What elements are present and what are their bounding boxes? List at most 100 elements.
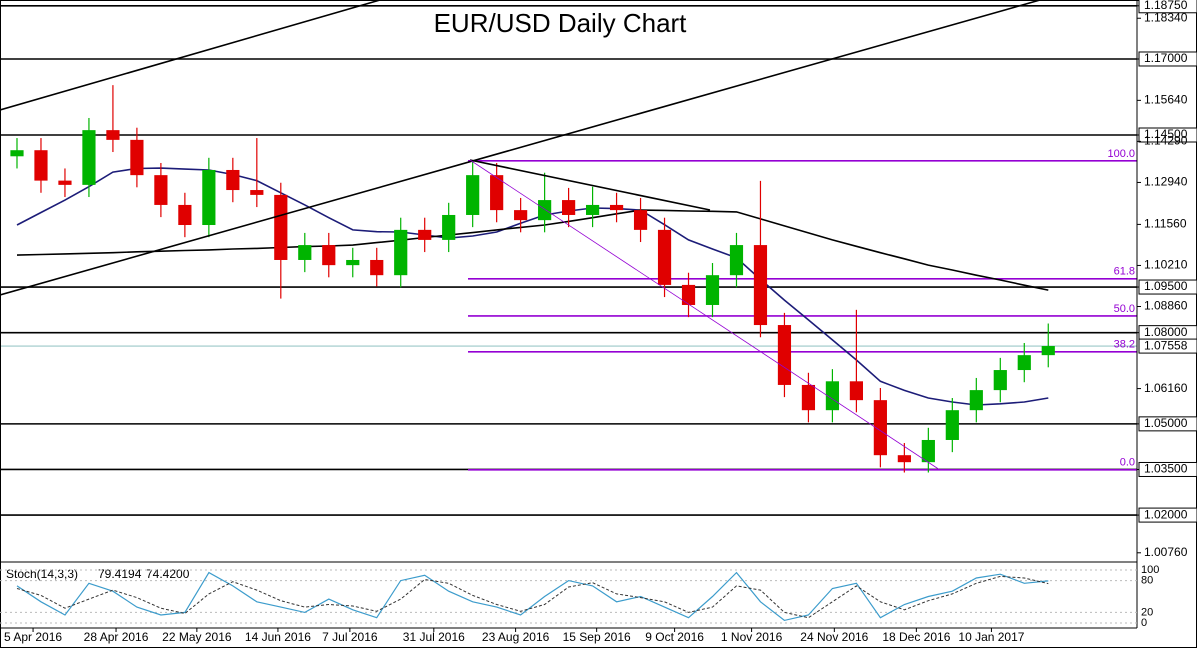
candle-body: [609, 204, 624, 211]
candle-body: [729, 245, 744, 276]
candle-body: [154, 175, 168, 205]
x-tick-label: 28 Apr 2016: [84, 630, 149, 644]
stoch-tick-label: 0: [1141, 617, 1147, 629]
candle-body: [657, 229, 672, 285]
stoch-k-label: 79.4194: [98, 567, 142, 581]
y-tick-label: 1.03500: [1144, 462, 1188, 476]
chart-title: EUR/USD Daily Chart: [434, 8, 688, 38]
candle-body: [681, 284, 696, 305]
stoch-tick-label: 80: [1141, 575, 1153, 587]
candle-body: [753, 245, 768, 326]
candle-body: [538, 200, 552, 221]
stoch-name: Stoch(14,3,3): [6, 567, 78, 581]
candle-body: [562, 200, 576, 215]
last-price-label: 1.07558: [1144, 338, 1188, 352]
x-tick-label: 10 Jan 2017: [958, 630, 1024, 644]
trendline: [469, 159, 711, 211]
candle-body: [1017, 355, 1031, 371]
y-tick-label: 1.14500: [1144, 127, 1188, 141]
fib-label: 38.2: [1114, 339, 1135, 351]
last-price-box: [1138, 338, 1197, 354]
trendline: [0, 0, 1041, 296]
y-tick-label: 1.17000: [1144, 51, 1188, 65]
x-tick-label: 23 Aug 2016: [482, 630, 550, 644]
candle-body: [705, 275, 720, 305]
y-tick-label: 1.18340: [1144, 10, 1188, 24]
moving-average: [16, 209, 1049, 291]
y-tick-label: 1.08860: [1144, 299, 1188, 313]
stoch-d: [16, 575, 1049, 619]
y-tick-label: 1.02000: [1144, 507, 1188, 521]
candle-body: [178, 204, 192, 226]
candle-body: [945, 410, 959, 440]
candle-body: [250, 190, 264, 195]
y-tick-label: 1.18750: [1144, 0, 1188, 12]
x-tick-label: 7 Jul 2016: [322, 630, 378, 644]
stoch-k: [16, 571, 1049, 622]
candle-body: [226, 169, 240, 191]
candle-body: [322, 245, 336, 266]
candle-body: [82, 130, 96, 185]
y-tick-label: 1.08000: [1144, 325, 1188, 339]
candle-body: [442, 214, 456, 240]
level-label-box: [1138, 127, 1197, 143]
candle-body: [370, 259, 384, 276]
x-tick-label: 9 Oct 2016: [645, 630, 704, 644]
moving-average: [16, 167, 1049, 406]
plot: [0, 4, 1137, 516]
candle-body: [969, 390, 983, 411]
stoch-d-label: 74.4200: [146, 567, 190, 581]
candle-body: [825, 381, 840, 411]
x-tick-label: 1 Nov 2016: [721, 630, 783, 644]
candle-body: [274, 194, 288, 260]
candle-body: [993, 370, 1007, 391]
candle-body: [801, 384, 816, 411]
stoch-tick-label: 20: [1141, 606, 1153, 618]
fib-label: 50.0: [1114, 303, 1135, 315]
trendlines: [0, 0, 1041, 471]
y-tick-label: 1.06160: [1144, 381, 1188, 395]
candle-body: [394, 229, 408, 276]
candle-body: [585, 204, 600, 215]
y-tick-label: 1.10210: [1144, 258, 1188, 272]
fib-label: 61.8: [1114, 266, 1135, 278]
y-tick-label: 1.11560: [1144, 217, 1187, 231]
y-tick-label: 1.14290: [1144, 134, 1188, 148]
candle-body: [777, 325, 792, 385]
fib-diagonal: [469, 159, 941, 471]
trendline: [0, 0, 381, 111]
level-label-box: [1138, 279, 1197, 295]
level-label-box: [1138, 507, 1197, 523]
candle-body: [298, 245, 312, 260]
candle-body: [849, 381, 863, 401]
y-tick-label: 1.05000: [1144, 416, 1188, 430]
candle-body: [10, 150, 24, 157]
level-label-box: [1138, 0, 1197, 14]
level-label-box: [1138, 461, 1197, 477]
fib-label: 0.0: [1120, 457, 1135, 469]
fib-label: 100.0: [1107, 148, 1135, 160]
level-label-box: [1138, 51, 1197, 67]
candle-body: [346, 259, 360, 266]
x-tick-label: 5 Apr 2016: [4, 630, 62, 644]
candle-body: [202, 169, 216, 226]
candle-body: [1041, 346, 1055, 356]
x-tick-label: 31 Jul 2016: [403, 630, 465, 644]
y-tick-label: 1.09500: [1144, 279, 1188, 293]
candle-body: [490, 175, 504, 211]
x-tick-label: 14 Jun 2016: [245, 630, 311, 644]
level-label-box: [1138, 416, 1197, 432]
candle-body: [34, 150, 48, 181]
candle-body: [921, 439, 935, 463]
stoch-tick-label: 100: [1141, 564, 1159, 576]
x-tick-label: 24 Nov 2016: [800, 630, 868, 644]
candle-body: [873, 400, 887, 456]
candle-body: [514, 210, 528, 221]
candle-body: [106, 130, 120, 140]
candle-body: [897, 455, 911, 463]
candle-body: [633, 210, 648, 230]
y-tick-label: 1.12940: [1144, 175, 1188, 189]
x-tick-label: 15 Sep 2016: [563, 630, 631, 644]
